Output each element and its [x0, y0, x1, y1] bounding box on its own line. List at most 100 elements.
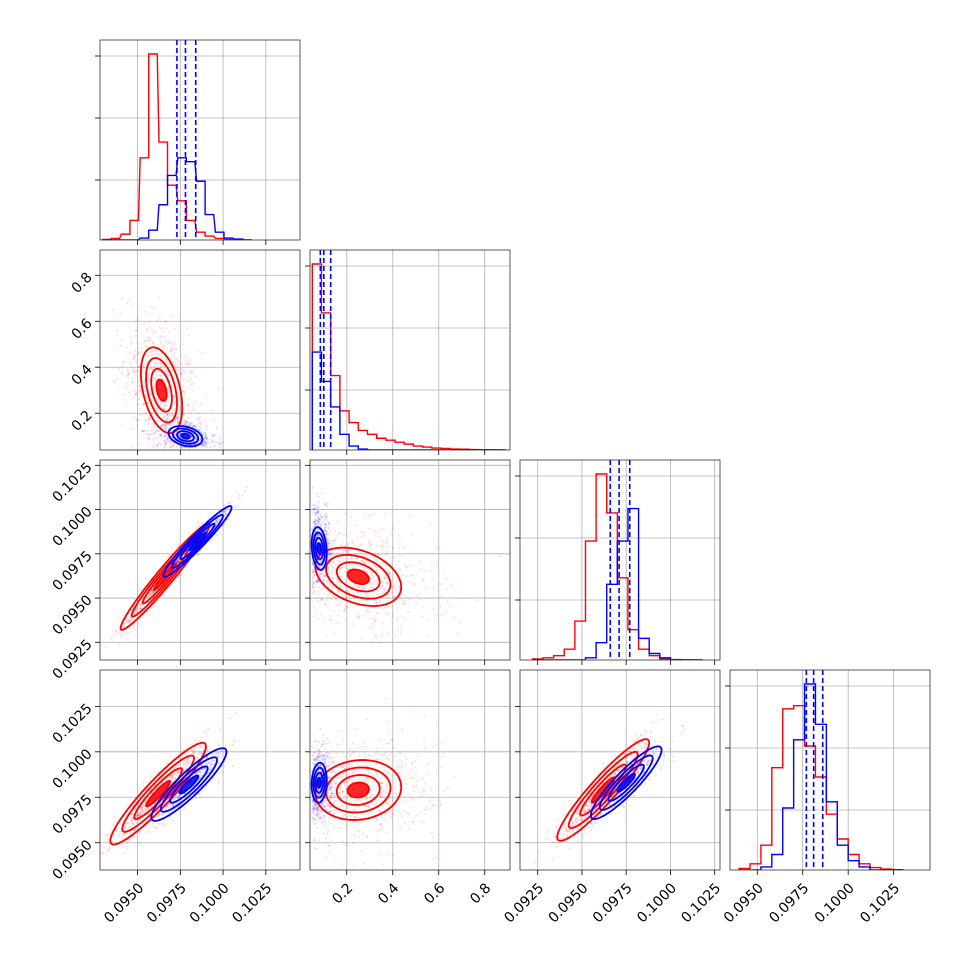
point-series_a — [403, 777, 407, 781]
point-series_a — [169, 349, 172, 352]
point-series_a — [424, 747, 427, 750]
point-series_b — [214, 752, 217, 755]
point-series_b — [204, 441, 207, 444]
point-series_a — [140, 809, 144, 812]
point-series_b — [316, 580, 319, 583]
point-series_b — [215, 519, 218, 523]
point-series_a — [148, 594, 151, 597]
point-series_a — [171, 315, 175, 318]
point-series_b — [155, 428, 158, 431]
point-series_a — [104, 834, 107, 837]
point-series_a — [182, 409, 185, 412]
point-series_a — [143, 801, 146, 804]
point-series_b — [327, 544, 330, 547]
point-series_b — [325, 524, 328, 527]
point-series_a — [127, 621, 130, 624]
point-series_a — [399, 625, 402, 629]
point-series_a — [323, 619, 326, 622]
point-series_a — [161, 334, 164, 338]
point-series_a — [321, 575, 324, 578]
point-series_a — [372, 617, 375, 620]
point-series_a — [431, 836, 434, 839]
point-series_a — [373, 575, 376, 579]
point-series_a — [117, 388, 120, 391]
point-series_a — [347, 542, 350, 545]
point-series_a — [180, 355, 183, 358]
point-series_a — [134, 828, 137, 831]
point-series_a — [362, 740, 365, 744]
point-series_b — [325, 518, 328, 521]
point-series_a — [386, 551, 389, 554]
point-series_b — [166, 418, 169, 421]
point-series_a — [119, 830, 122, 833]
point-series_a — [367, 771, 370, 775]
point-series_a — [401, 728, 404, 731]
point-series_a — [166, 413, 170, 416]
point-series_a — [103, 846, 106, 849]
point-series_b — [331, 577, 334, 580]
point-series_b — [222, 510, 225, 513]
point-series_a — [121, 371, 124, 374]
point-series_b — [328, 522, 331, 525]
point-series_a — [175, 416, 179, 419]
point-series_a — [409, 710, 412, 713]
point-series_b — [190, 422, 193, 425]
point-series_a — [105, 834, 108, 837]
point-series_b — [176, 562, 180, 565]
scatter-panel-0-2 — [95, 459, 301, 665]
point-series_b — [318, 574, 321, 577]
point-series_b — [323, 522, 326, 526]
point-series_a — [147, 812, 150, 815]
point-series_a — [129, 618, 132, 621]
point-series_a — [332, 633, 335, 636]
point-series_b — [218, 443, 221, 446]
contour-series_a — [150, 367, 173, 413]
point-series_b — [317, 533, 320, 537]
point-series_a — [427, 762, 430, 765]
point-series_b — [327, 532, 330, 536]
point-series_a — [327, 752, 331, 755]
point-series_a — [320, 572, 323, 576]
point-series_a — [384, 512, 387, 515]
point-series_a — [348, 756, 351, 759]
point-series_b — [313, 574, 316, 577]
point-series_a — [168, 554, 172, 557]
point-series_a — [393, 595, 396, 598]
point-series_a — [166, 340, 169, 343]
point-series_b — [193, 424, 196, 427]
point-series_a — [127, 372, 130, 375]
point-series_a — [163, 443, 167, 446]
point-series_a — [182, 385, 185, 388]
point-series_a — [365, 570, 368, 573]
point-series_a — [385, 606, 388, 610]
point-series_a — [419, 567, 422, 570]
point-series_b — [327, 565, 330, 568]
point-series_a — [425, 808, 428, 811]
point-series_a — [118, 643, 121, 646]
point-series_a — [137, 622, 141, 626]
contour-series_a — [145, 357, 178, 424]
point-series_a — [379, 810, 382, 813]
point-series_a — [119, 344, 123, 347]
point-series_b — [319, 518, 322, 521]
point-series_b — [199, 796, 202, 799]
point-series_a — [356, 616, 359, 619]
point-series_a — [207, 515, 210, 518]
point-series_b — [165, 419, 168, 422]
point-series_a — [178, 560, 181, 563]
point-series_a — [340, 765, 343, 768]
point-series_a — [179, 573, 182, 576]
point-series_b — [202, 443, 205, 446]
point-series_a — [398, 596, 402, 599]
point-series_b — [323, 503, 326, 506]
point-series_b — [318, 520, 321, 523]
point-series_a — [327, 829, 330, 832]
point-series_a — [336, 520, 339, 524]
point-series_a — [424, 586, 428, 589]
point-series_a — [370, 543, 373, 546]
point-series_a — [202, 747, 205, 750]
point-series_a — [158, 813, 161, 816]
point-series_a — [333, 809, 336, 812]
point-series_a — [432, 608, 435, 611]
point-series_b — [175, 802, 178, 805]
